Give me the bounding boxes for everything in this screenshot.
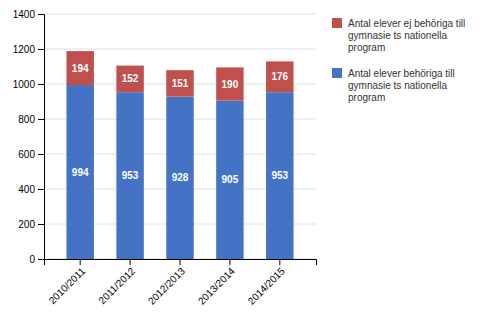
tick: 600 xyxy=(18,149,44,160)
bar xyxy=(116,66,143,93)
tick-mark xyxy=(38,84,44,85)
tick-mark xyxy=(38,224,44,225)
tick-label: 1400 xyxy=(13,9,36,20)
tick-label: 2010/2011 xyxy=(47,265,88,306)
tick: 1200 xyxy=(13,44,44,55)
data-label: 190 xyxy=(222,79,239,90)
data-label: 905 xyxy=(222,174,239,185)
data-label: 176 xyxy=(271,71,288,82)
tick-label: 2011/2012 xyxy=(96,265,137,306)
y-axis: 0 200 400 600 800 1000 1200 1400 xyxy=(13,9,45,265)
bars xyxy=(66,51,293,259)
tick-mark xyxy=(38,259,44,260)
tick: 400 xyxy=(18,184,44,195)
bar xyxy=(116,92,143,259)
legend-item: Antal elever ej behöriga tillgymnasie ts… xyxy=(332,18,465,53)
tick-label: 1000 xyxy=(13,79,36,90)
legend: Antal elever ej behöriga tillgymnasie ts… xyxy=(332,18,465,103)
bar xyxy=(166,70,193,96)
legend-label: Antal elever ej behöriga tillgymnasie ts… xyxy=(348,18,465,53)
tick-label: 2014/2015 xyxy=(246,265,288,307)
tick-mark xyxy=(38,14,44,15)
bar xyxy=(66,85,93,259)
axis-line xyxy=(38,15,45,260)
tick-label: 0 xyxy=(29,254,35,265)
tick: 200 xyxy=(18,219,44,230)
tick-label: 2013/2014 xyxy=(196,265,238,307)
tick: 2011/2012 xyxy=(96,259,137,306)
tick-mark xyxy=(130,259,131,265)
tick-mark xyxy=(229,259,230,265)
tick: 1000 xyxy=(13,79,44,90)
tick-mark xyxy=(279,259,280,265)
tick: 800 xyxy=(18,114,44,125)
data-labels: 994 953 928 905 953 194 152 151 190 176 xyxy=(72,63,289,186)
legend-label: Antal elever behöriga tillgymnasie ts na… xyxy=(348,68,455,103)
plot: 0 200 400 600 800 1000 1200 1400 2010/20112011/2… xyxy=(13,9,317,307)
series xyxy=(66,85,293,259)
data-label: 953 xyxy=(122,170,139,181)
data-label: 928 xyxy=(172,172,189,183)
tick-mark xyxy=(180,259,181,265)
tick: 2014/2015 xyxy=(246,259,288,307)
tick-mark xyxy=(38,189,44,190)
tick: 2012/2013 xyxy=(146,259,188,307)
axis-line xyxy=(45,260,317,266)
tick-mark xyxy=(38,154,44,155)
data-label: 194 xyxy=(72,63,89,74)
legend-swatch xyxy=(332,18,342,28)
legend-swatch xyxy=(332,68,342,78)
bar xyxy=(266,61,293,92)
tick: 2013/2014 xyxy=(196,259,238,307)
bar xyxy=(216,101,243,259)
data-label: 151 xyxy=(172,78,189,89)
series xyxy=(66,51,293,101)
tick-label: 400 xyxy=(18,184,35,195)
legend-item: Antal elever behöriga tillgymnasie ts na… xyxy=(332,68,455,103)
tick-label: 2012/2013 xyxy=(146,265,188,307)
bar xyxy=(66,51,93,85)
tick-label: 200 xyxy=(18,219,35,230)
data-label: 994 xyxy=(72,167,89,178)
tick: 2010/2011 xyxy=(47,259,88,306)
data-label: 953 xyxy=(271,170,288,181)
data-label: 152 xyxy=(122,73,139,84)
bar xyxy=(266,92,293,259)
bar xyxy=(216,67,243,100)
tick: 0 xyxy=(29,254,44,265)
tick-label: 600 xyxy=(18,149,35,160)
tick-mark xyxy=(38,119,44,120)
grid-line xyxy=(44,14,316,15)
bar xyxy=(166,97,193,259)
grid-line xyxy=(44,49,316,50)
x-axis: 2010/20112011/20122012/20132013/20142014… xyxy=(45,259,317,307)
tick-label: 1200 xyxy=(13,44,36,55)
tick: 1400 xyxy=(13,9,44,20)
tick-mark xyxy=(80,259,81,265)
tick-label: 800 xyxy=(18,114,35,125)
tick-mark xyxy=(38,49,44,50)
grid xyxy=(44,14,316,259)
chart: 0 200 400 600 800 1000 1200 1400 2010/20112011/2… xyxy=(0,0,501,317)
